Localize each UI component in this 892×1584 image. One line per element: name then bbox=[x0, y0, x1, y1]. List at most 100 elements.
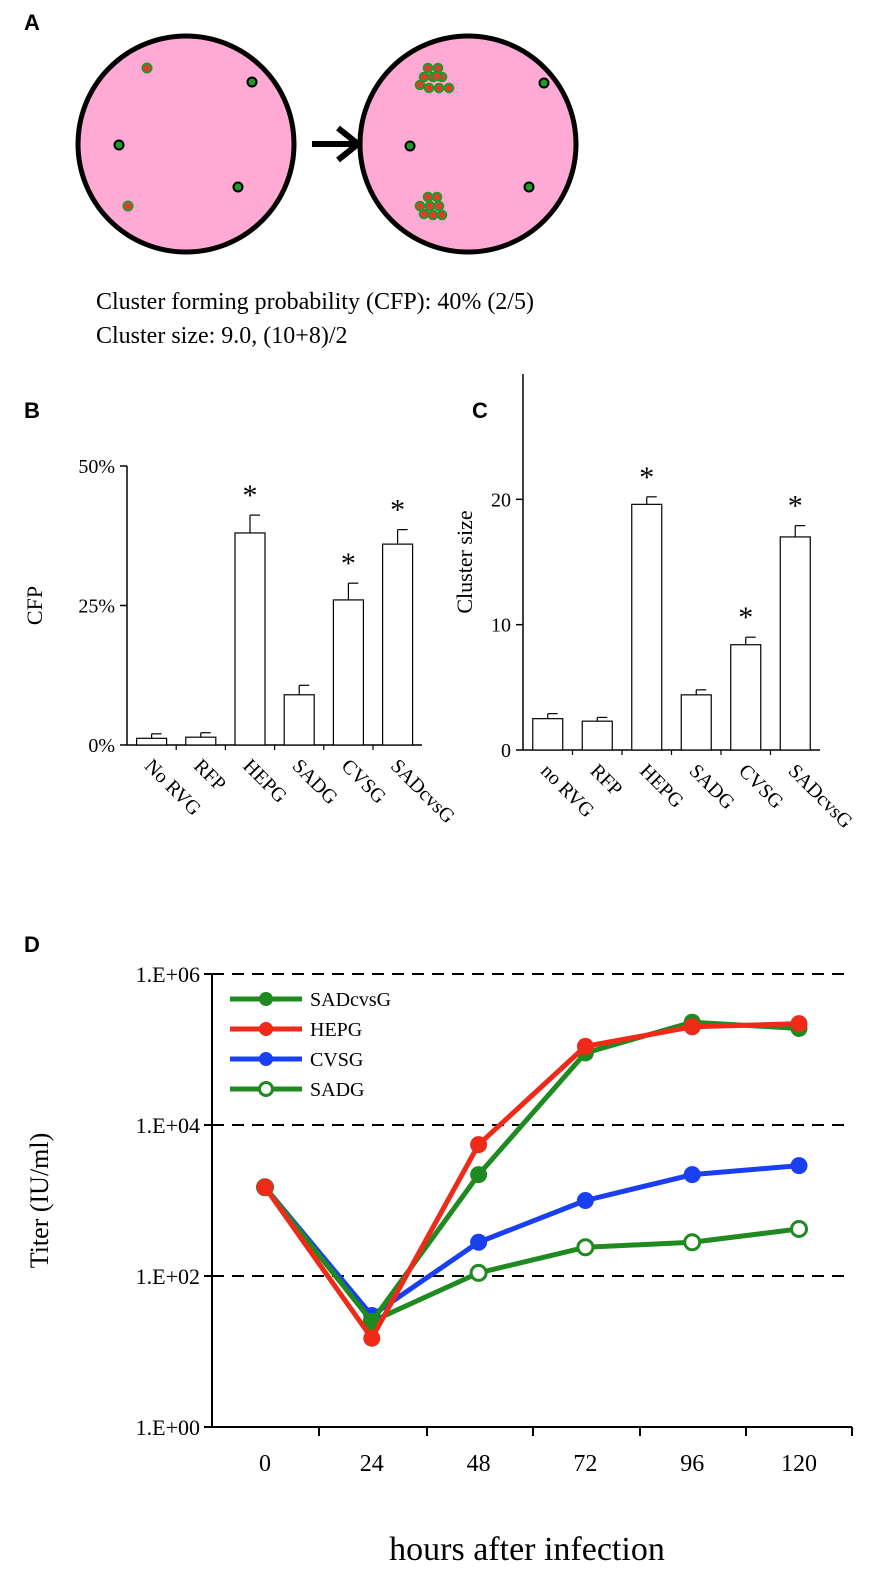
series-line-hepg bbox=[262, 1021, 800, 1341]
legend-label: SADcvsG bbox=[310, 989, 391, 1011]
significance-star: * bbox=[738, 601, 753, 634]
legend-label: SADG bbox=[310, 1079, 364, 1101]
legend-marker bbox=[259, 1052, 273, 1066]
y-tick-label: 10 bbox=[491, 615, 511, 637]
category-label: SADcvsG bbox=[386, 755, 459, 828]
y-axis-label: Cluster size bbox=[452, 510, 477, 613]
y-tick-label: 0 bbox=[501, 740, 511, 762]
infected-cell bbox=[427, 209, 439, 221]
y-tick-label: 0% bbox=[88, 735, 115, 757]
bar bbox=[631, 503, 663, 751]
panel-letter-a: A bbox=[24, 10, 40, 35]
data-point-sadg bbox=[576, 1238, 595, 1257]
uninfected-cell bbox=[113, 139, 125, 151]
data-point-cvsg bbox=[470, 1233, 488, 1251]
infected-cell bbox=[431, 70, 443, 82]
y-tick-label: 1.E+00 bbox=[136, 1415, 200, 1440]
infected-cluster-bottom bbox=[414, 191, 448, 221]
y-tick-label: 20 bbox=[491, 489, 511, 511]
infected-cell bbox=[424, 200, 436, 212]
infected-cell bbox=[122, 200, 134, 212]
legend: SADcvsG HEPG CVSG SADG bbox=[230, 989, 391, 1101]
bar bbox=[234, 532, 266, 746]
infected-cell bbox=[418, 208, 430, 220]
infected-cell bbox=[414, 79, 426, 91]
panel-letter-d: D bbox=[24, 932, 40, 957]
category-label: RFP bbox=[189, 755, 230, 796]
infected-cell bbox=[433, 82, 445, 94]
infected-cell bbox=[141, 62, 153, 74]
significance-star: * bbox=[639, 461, 654, 494]
series-line-cvsg bbox=[263, 1163, 800, 1318]
significance-star: * bbox=[341, 547, 356, 580]
infected-cell bbox=[423, 82, 435, 94]
category-label: CVSG bbox=[734, 760, 787, 813]
y-tick-label: 1.E+06 bbox=[136, 962, 200, 987]
data-point-sadg bbox=[683, 1233, 702, 1252]
category-label: RFP bbox=[586, 760, 627, 801]
dish-after-cells bbox=[404, 62, 550, 221]
panel-letter-c: C bbox=[472, 398, 488, 423]
y-tick-label: 50% bbox=[78, 456, 115, 478]
panel-a-diagram bbox=[75, 33, 579, 255]
significance-star: * bbox=[788, 490, 803, 523]
culture-dish-before bbox=[75, 33, 297, 255]
series-line-sadcvsg bbox=[263, 1019, 800, 1324]
significance-star: * bbox=[243, 479, 258, 512]
category-label: no RVG bbox=[536, 760, 598, 822]
chart-d-titer-timecourse: 1.E+00 1.E+02 1.E+04 1.E+06 0 24 48 72 96 120 hour… bbox=[25, 962, 853, 1568]
category-label: HEPG bbox=[635, 760, 687, 812]
uninfected-cell bbox=[232, 181, 244, 193]
x-tick-label: 24 bbox=[360, 1451, 384, 1477]
infected-cell bbox=[422, 191, 434, 203]
bar bbox=[382, 543, 414, 746]
y-tick-label: 1.E+04 bbox=[136, 1113, 200, 1138]
y-axis-label: CFP bbox=[22, 586, 47, 625]
infected-cell bbox=[431, 191, 443, 203]
x-tick-label: 48 bbox=[467, 1451, 491, 1477]
legend-label: HEPG bbox=[310, 1019, 362, 1041]
data-point-hepg bbox=[576, 1037, 594, 1055]
x-tick-label: 72 bbox=[573, 1451, 597, 1477]
uninfected-cell bbox=[523, 181, 535, 193]
culture-dish-after bbox=[357, 33, 579, 255]
legend-marker bbox=[259, 1022, 273, 1036]
y-tick-label: 25% bbox=[78, 596, 115, 618]
bar bbox=[779, 536, 811, 751]
data-point-sadg bbox=[469, 1263, 488, 1282]
infected-cluster-top bbox=[414, 62, 455, 94]
category-label: SADG bbox=[288, 755, 342, 809]
dish-before-cells bbox=[113, 62, 258, 212]
data-point-cvsg bbox=[790, 1157, 808, 1175]
data-point-cvsg bbox=[576, 1192, 594, 1209]
data-point-cvsg bbox=[683, 1166, 701, 1184]
right-arrow-icon bbox=[312, 125, 363, 163]
data-point-hepg bbox=[470, 1136, 488, 1154]
uninfected-cell bbox=[404, 140, 416, 152]
x-tick-label: 120 bbox=[781, 1451, 817, 1477]
infected-cell bbox=[414, 200, 426, 212]
category-label: HEPG bbox=[238, 755, 290, 807]
significance-star: * bbox=[390, 494, 405, 527]
bar bbox=[730, 644, 762, 751]
x-axis-label: hours after infection bbox=[389, 1531, 665, 1568]
category-label: SADcvsG bbox=[784, 760, 857, 833]
bar bbox=[532, 718, 564, 751]
y-axis-label: Titer (IU/ml) bbox=[25, 1133, 54, 1269]
y-tick-label: 1.E+02 bbox=[136, 1264, 200, 1289]
legend-label: CVSG bbox=[310, 1049, 363, 1071]
panel-letter-b: B bbox=[24, 398, 40, 423]
category-label: CVSG bbox=[337, 755, 390, 808]
data-point-hepg bbox=[790, 1015, 808, 1033]
infected-cell bbox=[443, 82, 455, 94]
data-point-hepg bbox=[256, 1178, 274, 1196]
x-tick-label: 0 bbox=[259, 1451, 271, 1477]
legend-marker bbox=[258, 1081, 274, 1097]
bar bbox=[136, 737, 168, 746]
infected-cell bbox=[433, 200, 445, 212]
category-label: SADG bbox=[685, 760, 739, 814]
infected-cell bbox=[422, 62, 434, 74]
cfp-caption: Cluster forming probability (CFP): 40% (… bbox=[96, 289, 534, 315]
